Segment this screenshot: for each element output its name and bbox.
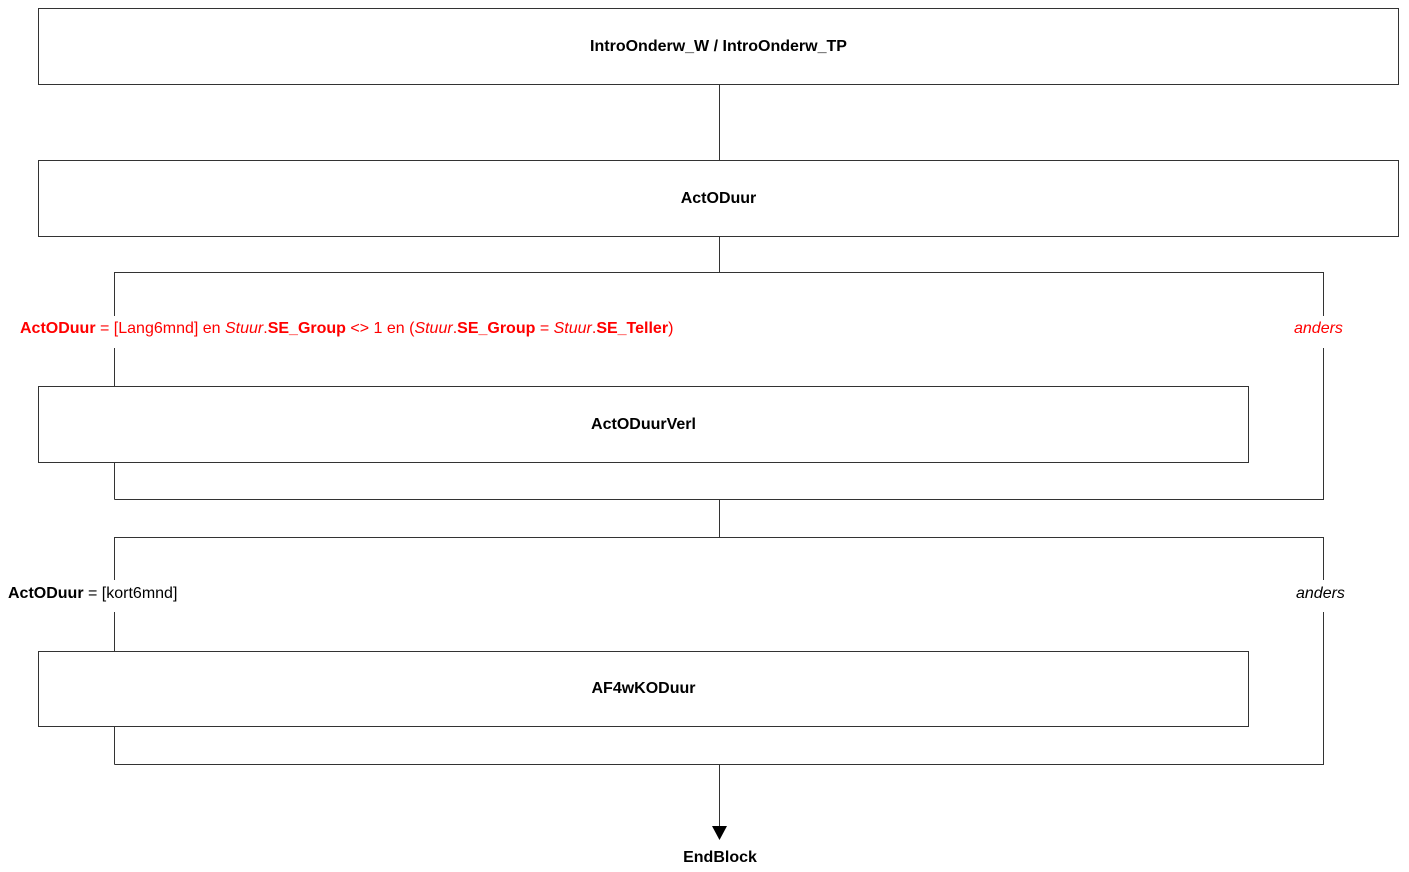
condition-1-stuur-c: Stuur (553, 320, 592, 337)
condition-1-text-b: <> 1 en ( (345, 320, 415, 337)
node-intro: IntroOnderw_W / IntroOnderw_TP (38, 8, 1399, 85)
condition-1-text-c: = (535, 320, 554, 337)
node-actoduurverl: ActODuurVerl (38, 386, 1249, 463)
condition-1-text-d: ) (668, 320, 674, 337)
condition-1-dot-a: . (263, 320, 268, 337)
condition-1-dot-c: . (591, 320, 597, 337)
condition-1-text-a: = [Lang6mnd] en (95, 320, 225, 337)
condition-1-stuur-b: Stuur (414, 320, 453, 337)
arrow-head-icon (712, 826, 727, 840)
node-actoduur: ActODuur (38, 160, 1399, 237)
node-actoduur-label: ActODuur (680, 189, 757, 207)
condition-1: ActODuur = [Lang6mnd] en Stuur.SE_Group … (18, 320, 676, 338)
condition-1-se-group-b: SE_Group (457, 320, 536, 337)
node-af4wkoduur: AF4wKODuur (38, 651, 1249, 727)
condition-2-text: = [kort6mnd] (83, 585, 178, 602)
condition-1-dot-b: . (452, 320, 458, 337)
condition-1-se-group-a: SE_Group (267, 320, 346, 337)
condition-1-stuur-a: Stuur (225, 320, 264, 337)
end-block-label: EndBlock (683, 849, 757, 866)
node-intro-label: IntroOnderw_W / IntroOnderw_TP (590, 37, 847, 55)
node-actoduurverl-label: ActODuurVerl (591, 415, 696, 433)
condition-1-else-label: anders (1292, 320, 1345, 338)
condition-2-else-label: anders (1294, 585, 1347, 603)
node-af4wkoduur-label: AF4wKODuur (591, 680, 696, 697)
condition-2-var: ActODuur (8, 585, 84, 602)
condition-1-se-teller: SE_Teller (596, 320, 669, 337)
condition-1-var: ActODuur (20, 320, 96, 337)
condition-2: ActODuur = [kort6mnd] (6, 585, 180, 603)
